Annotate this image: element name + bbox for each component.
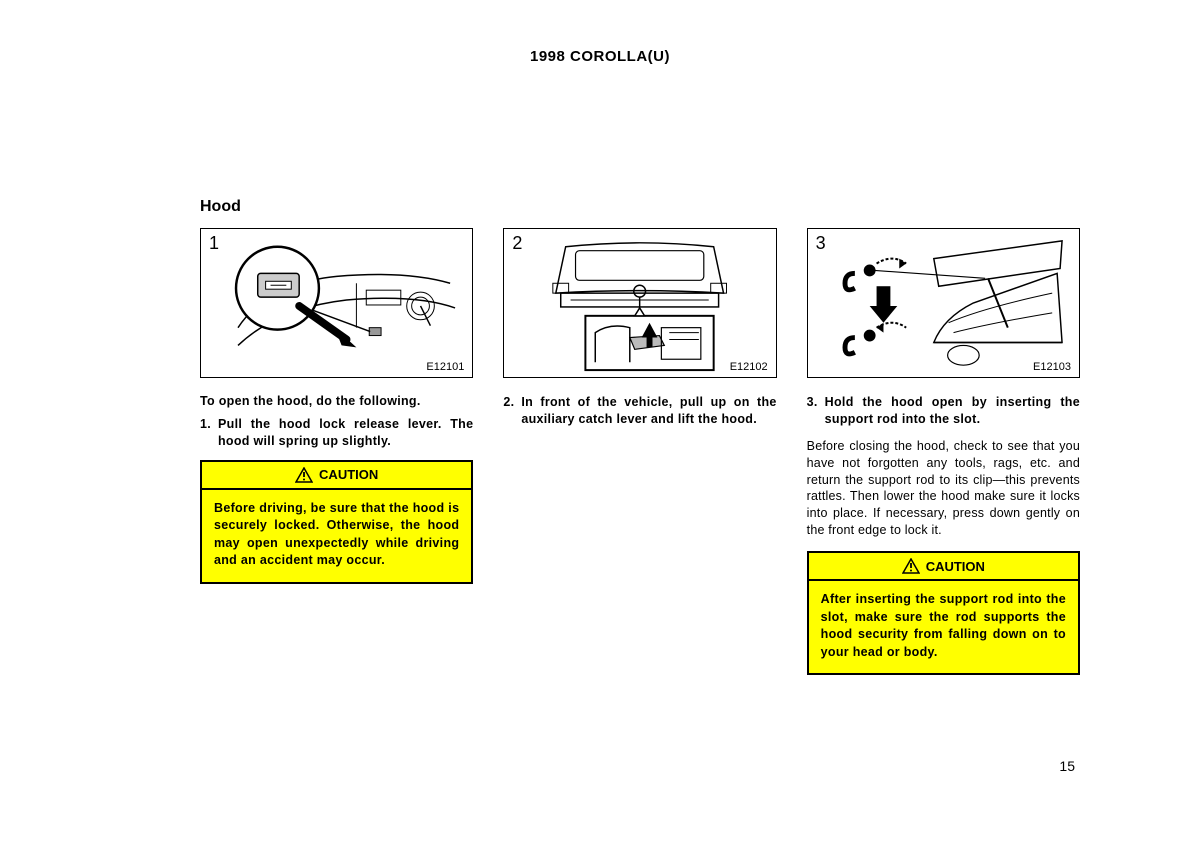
figure-1-num: 1: [209, 233, 219, 254]
caution-body-1: Before driving, be sure that the hood is…: [202, 490, 471, 582]
figure-2-num: 2: [512, 233, 522, 254]
caution-label-1: CAUTION: [319, 467, 378, 482]
figure-3: 3 E12103: [807, 228, 1080, 378]
caution-header-2: CAUTION: [809, 553, 1078, 581]
column-3: 3 E12103 3. Hold the hood open by insert…: [807, 228, 1080, 675]
figure-2: 2 E12102: [503, 228, 776, 378]
columns: 1 E12101 To open the hood, do the follow…: [200, 228, 1080, 675]
figure-2-svg: [504, 229, 775, 377]
caution-box-1: CAUTION Before driving, be sure that the…: [200, 460, 473, 584]
caution-label-2: CAUTION: [926, 559, 985, 574]
step-1-num: 1.: [200, 416, 218, 450]
figure-1-svg: [201, 229, 472, 377]
step-2-num: 2.: [503, 394, 521, 428]
body-text-3: Before closing the hood, check to see th…: [807, 438, 1080, 539]
caution-icon: [902, 558, 920, 574]
caution-header-1: CAUTION: [202, 462, 471, 490]
step-1: 1. Pull the hood lock release lever. The…: [200, 416, 473, 450]
figure-2-code: E12102: [730, 361, 768, 373]
step-3-text: Hold the hood open by inserting the supp…: [825, 394, 1080, 428]
step-1-text: Pull the hood lock release lever. The ho…: [218, 416, 473, 450]
page-header: 1998 COROLLA(U): [0, 0, 1200, 65]
column-1: 1 E12101 To open the hood, do the follow…: [200, 228, 473, 675]
step-3: 3. Hold the hood open by inserting the s…: [807, 394, 1080, 428]
step-3-num: 3.: [807, 394, 825, 428]
figure-3-svg: [808, 229, 1079, 377]
header-title: 1998 COROLLA(U): [530, 48, 670, 65]
figure-1: 1 E12101: [200, 228, 473, 378]
step-2: 2. In front of the vehicle, pull up on t…: [503, 394, 776, 428]
figure-3-num: 3: [816, 233, 826, 254]
column-2: 2 E12102 2. In front of the vehicle, pul…: [503, 228, 776, 675]
caution-body-2: After inserting the support rod into the…: [809, 581, 1078, 673]
section-title: Hood: [200, 198, 1080, 216]
content-area: Hood: [200, 198, 1080, 675]
step-2-text: In front of the vehicle, pull up on the …: [521, 394, 776, 428]
figure-3-code: E12103: [1033, 361, 1071, 373]
intro-text: To open the hood, do the following.: [200, 394, 473, 408]
page-number: 15: [1059, 758, 1075, 774]
caution-box-2: CAUTION After inserting the support rod …: [807, 551, 1080, 675]
caution-icon: [295, 467, 313, 483]
figure-1-code: E12101: [426, 361, 464, 373]
